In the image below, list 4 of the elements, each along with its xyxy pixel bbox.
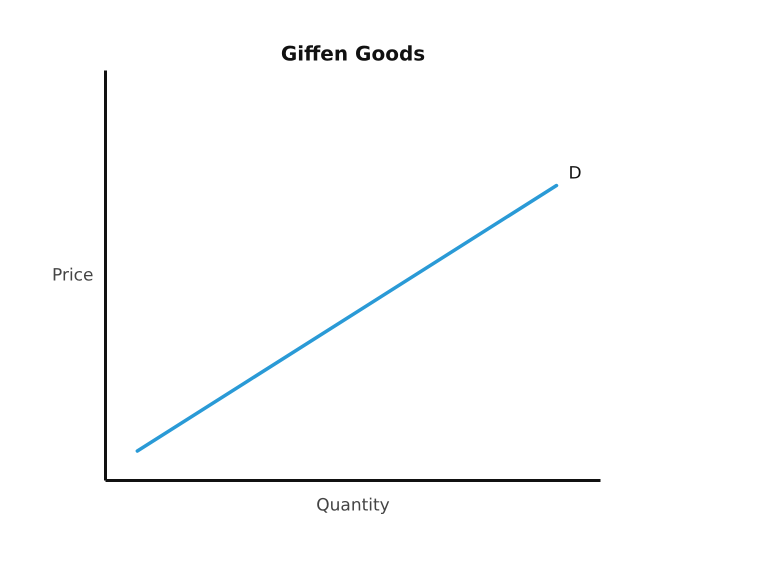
- chart-title: Giffen Goods: [280, 42, 426, 66]
- y-axis-title: Price: [52, 266, 94, 286]
- x-axis-title: Quantity: [316, 496, 390, 516]
- series-label: D: [568, 164, 582, 184]
